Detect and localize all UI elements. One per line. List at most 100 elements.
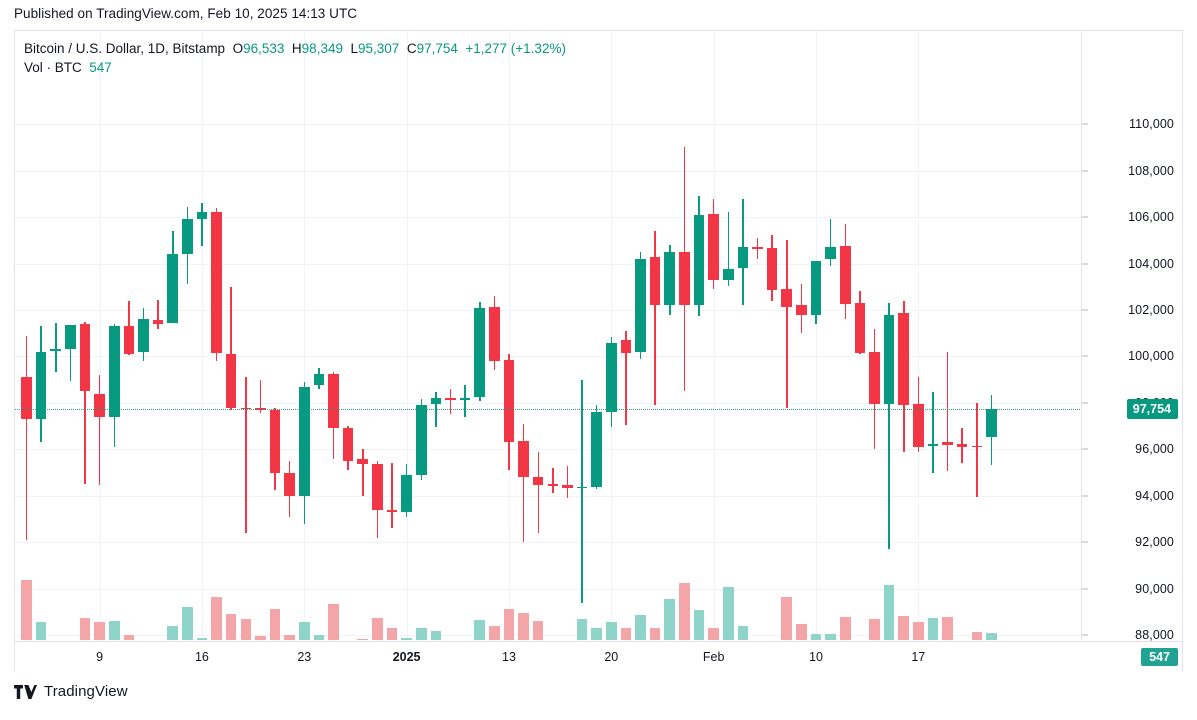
volume-bar[interactable] (883, 584, 895, 640)
volume-bar[interactable] (386, 627, 398, 640)
candle-bullish[interactable] (810, 261, 822, 315)
volume-bar[interactable] (679, 583, 690, 640)
candle-bullish[interactable] (474, 307, 485, 398)
candle-bearish[interactable] (225, 354, 237, 408)
candle-bearish[interactable] (503, 359, 515, 443)
candle-bullish[interactable] (298, 386, 310, 496)
volume-bar[interactable] (211, 596, 222, 640)
candle-bullish[interactable] (108, 326, 120, 417)
candle-bearish[interactable] (532, 477, 544, 486)
volume-bar[interactable] (927, 617, 939, 640)
volume-bar[interactable] (532, 620, 544, 640)
volume-bar[interactable] (606, 622, 617, 640)
volume-bar[interactable] (284, 635, 295, 640)
candle-bearish[interactable] (328, 373, 339, 429)
volume-bar[interactable] (167, 625, 178, 640)
candle-bearish[interactable] (152, 320, 164, 324)
volume-bar[interactable] (869, 619, 880, 640)
candle-bearish[interactable] (620, 340, 632, 353)
candle-bearish[interactable] (839, 246, 851, 305)
volume-bar[interactable] (182, 606, 193, 640)
candle-bullish[interactable] (883, 314, 895, 405)
candle-bearish[interactable] (956, 443, 968, 447)
volume-bar[interactable] (635, 615, 646, 640)
volume-bar[interactable] (269, 609, 281, 640)
volume-bar[interactable] (372, 617, 383, 640)
candle-bearish[interactable] (679, 251, 690, 306)
candle-bullish[interactable] (459, 398, 471, 400)
candle-bullish[interactable] (50, 349, 62, 352)
volume-bar[interactable] (620, 627, 632, 640)
candle-bullish[interactable] (927, 443, 939, 446)
candle-bullish[interactable] (635, 258, 646, 352)
candle-bearish[interactable] (269, 409, 281, 473)
volume-bar[interactable] (225, 613, 237, 640)
candle-bearish[interactable] (240, 407, 252, 410)
volume-bar[interactable] (576, 619, 588, 640)
volume-bar[interactable] (298, 622, 310, 640)
candle-bullish[interactable] (986, 408, 997, 437)
candle-bearish[interactable] (357, 458, 369, 465)
volume-bar[interactable] (737, 626, 749, 640)
candle-bearish[interactable] (898, 313, 909, 406)
candle-bearish[interactable] (489, 306, 500, 362)
volume-bar[interactable] (898, 615, 909, 640)
candle-bearish[interactable] (781, 289, 793, 307)
volume-bar[interactable] (591, 627, 602, 640)
candle-bearish[interactable] (342, 428, 354, 461)
candle-bearish[interactable] (21, 377, 32, 420)
candle-bearish[interactable] (386, 509, 398, 513)
candle-bearish[interactable] (372, 464, 383, 510)
candle-bullish[interactable] (196, 212, 208, 220)
candle-bearish[interactable] (547, 484, 559, 487)
volume-bar[interactable] (489, 626, 500, 640)
volume-bar[interactable] (839, 616, 851, 640)
candle-bullish[interactable] (65, 325, 76, 350)
candle-bullish[interactable] (401, 474, 412, 513)
candle-bearish[interactable] (854, 303, 866, 353)
volume-bar[interactable] (913, 622, 924, 640)
candle-bullish[interactable] (576, 486, 588, 489)
volume-bar[interactable] (986, 633, 997, 640)
volume-bar[interactable] (415, 627, 427, 640)
candle-bearish[interactable] (518, 441, 529, 478)
candle-bearish[interactable] (913, 404, 924, 447)
volume-bar[interactable] (328, 604, 339, 640)
candle-bearish[interactable] (752, 247, 763, 249)
candle-bearish[interactable] (766, 248, 778, 291)
candle-bearish[interactable] (869, 351, 880, 405)
volume-bar[interactable] (971, 632, 983, 640)
volume-bar[interactable] (401, 637, 412, 640)
volume-bar[interactable] (796, 623, 807, 640)
candle-bearish[interactable] (94, 393, 105, 417)
volume-bar[interactable] (123, 635, 135, 640)
candle-bullish[interactable] (430, 398, 442, 405)
volume-bar[interactable] (810, 634, 822, 640)
plot-area[interactable] (15, 31, 1082, 640)
volume-bar[interactable] (108, 620, 120, 640)
volume-bar[interactable] (825, 634, 836, 640)
candle-bearish[interactable] (123, 326, 135, 355)
candle-bearish[interactable] (971, 445, 983, 448)
volume-bar[interactable] (474, 620, 485, 640)
time-axis[interactable]: 9 16 23 2025 13 20 Feb 10 17 (15, 641, 1182, 671)
candle-bullish[interactable] (591, 412, 602, 487)
candle-bullish[interactable] (825, 247, 836, 259)
volume-bar[interactable] (693, 610, 705, 640)
candle-bullish[interactable] (722, 269, 734, 280)
volume-bar[interactable] (196, 637, 208, 640)
candle-bullish[interactable] (693, 214, 705, 306)
volume-bar[interactable] (518, 612, 529, 640)
candle-bullish[interactable] (664, 251, 676, 306)
volume-bar[interactable] (21, 580, 32, 640)
volume-bar[interactable] (313, 635, 325, 640)
candle-bullish[interactable] (182, 219, 193, 255)
volume-bar[interactable] (94, 622, 105, 640)
volume-bar[interactable] (942, 616, 953, 640)
candle-bullish[interactable] (737, 247, 749, 269)
candle-bullish[interactable] (138, 319, 149, 352)
candle-bearish[interactable] (79, 323, 91, 392)
candle-bearish[interactable] (708, 213, 719, 280)
candle-bearish[interactable] (211, 212, 222, 353)
candle-bullish[interactable] (35, 351, 47, 420)
